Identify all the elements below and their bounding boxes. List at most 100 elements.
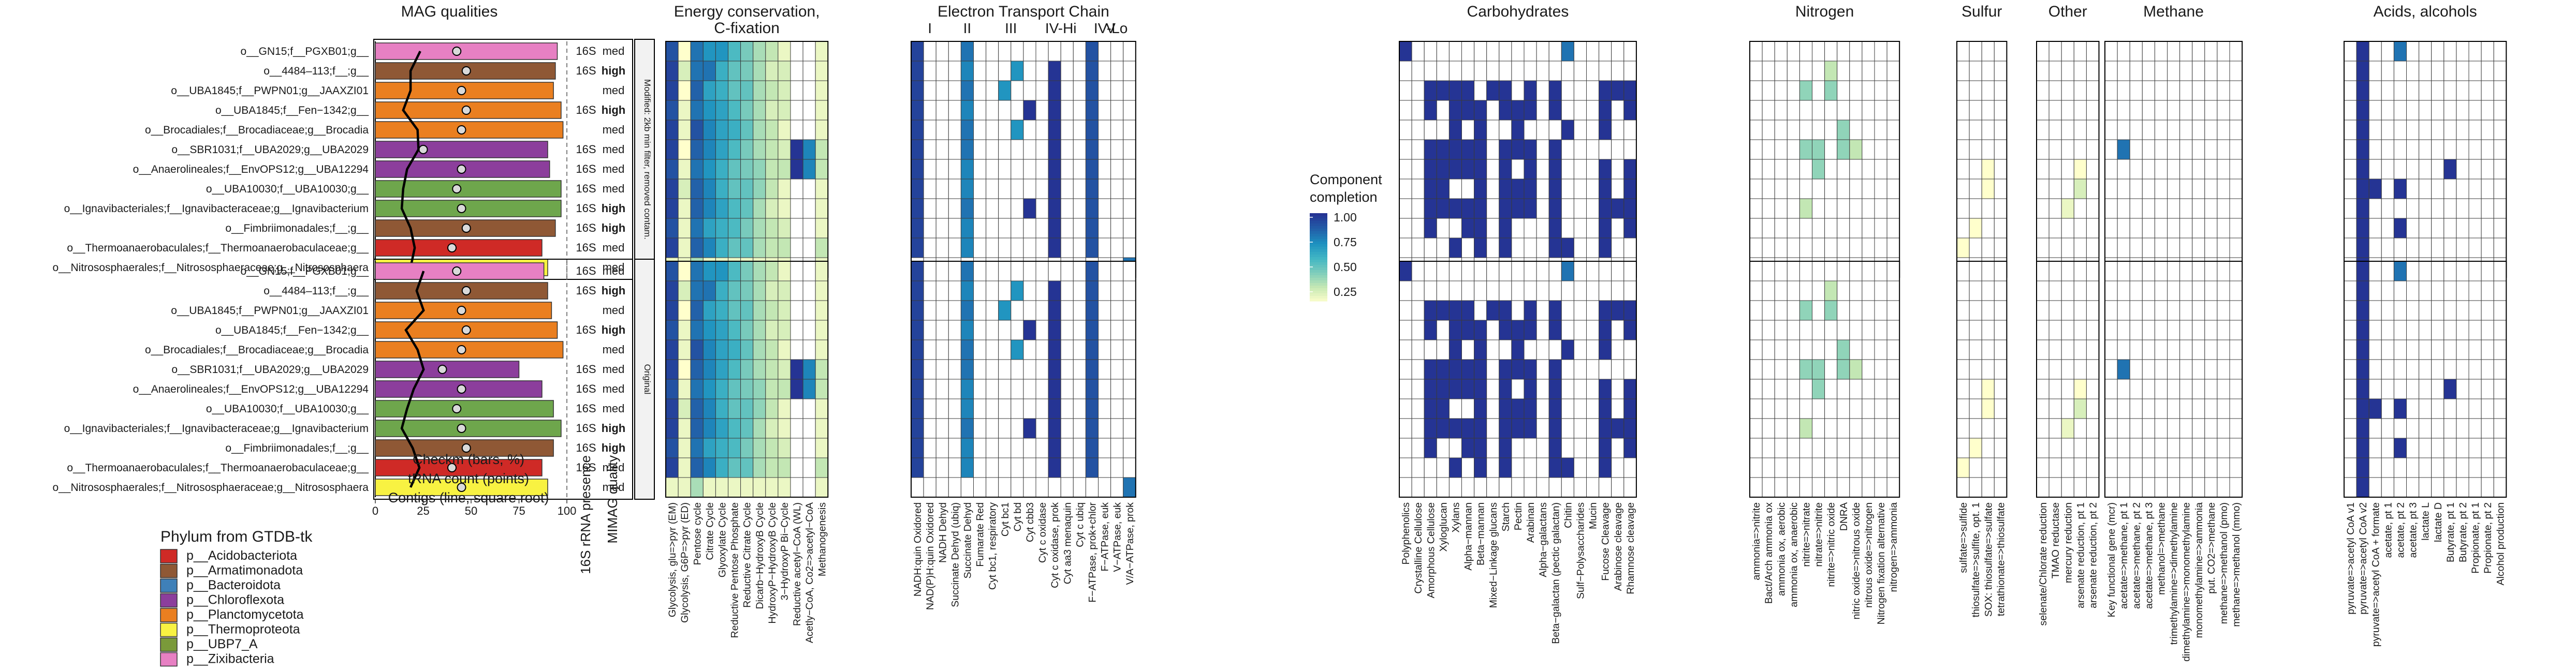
heatmap-cell: [2192, 178, 2205, 199]
heatmap-cell: [2129, 418, 2143, 439]
heatmap-cell: [1799, 418, 1812, 439]
mimag-quality-label: med: [603, 363, 625, 376]
heatmap-cell: [1623, 280, 1637, 301]
heatmap-cell: [1787, 139, 1800, 160]
column-label: Xyloglucan: [1438, 502, 1449, 551]
heatmap-cell: [1956, 120, 1970, 140]
heatmap-cell: [2381, 80, 2394, 101]
mimag-column-label: MIMAG quality: [605, 455, 620, 544]
heatmap-cell: [1799, 261, 1812, 281]
heatmap-cell: [1994, 339, 2007, 360]
colorbar-segment: [1310, 270, 1327, 273]
heatmap-cell: [802, 159, 816, 180]
column-label: acetate, pt 2: [2395, 502, 2406, 558]
heatmap-cell: [1787, 398, 1800, 419]
column-label: Propionate, pt 1: [2470, 502, 2481, 574]
heatmap-cell: [2048, 320, 2062, 340]
heatmap-cell: [1824, 218, 1838, 238]
checkm-bar: [375, 42, 558, 60]
trna-point: [452, 404, 462, 413]
heatmap-cell: [998, 178, 1012, 199]
heatmap-cell: [815, 80, 828, 101]
heatmap-cell: [1561, 339, 1574, 360]
heatmap-cell: [935, 237, 949, 258]
heatmap-cell: [2406, 398, 2420, 419]
heatmap-cell: [1849, 280, 1863, 301]
heatmap-cell: [1048, 120, 1061, 140]
panel-title: Acids, alcohols: [2374, 3, 2477, 20]
qualities-x-tick-label: 25: [417, 504, 429, 517]
heatmap-cell: [2468, 218, 2482, 238]
heatmap-cell: [1573, 237, 1587, 258]
column-label: dimethylamine=>monomethylamine: [2181, 502, 2192, 662]
heatmap-cell: [1424, 379, 1437, 399]
heatmap-cell: [2443, 61, 2457, 81]
heatmap-cell: [960, 300, 974, 321]
heatmap-cell: [1436, 178, 1450, 199]
heatmap-cell: [1994, 139, 2007, 160]
heatmap-cell: [2204, 80, 2218, 101]
heatmap-cell: [665, 438, 679, 458]
heatmap-cell: [1812, 61, 1825, 81]
heatmap-cell: [1399, 120, 1412, 140]
heatmap-cell: [2048, 120, 2062, 140]
heatmap-cell: [2493, 237, 2507, 258]
heatmap-cell: [2036, 379, 2050, 399]
heatmap-cell: [1436, 237, 1450, 258]
heatmap-cell: [1110, 438, 1124, 458]
heatmap-cell: [2142, 280, 2155, 301]
heatmap-cell: [2204, 438, 2218, 458]
checkm-bar: [375, 380, 543, 398]
rrna-presence-label: 16S: [576, 441, 596, 454]
heatmap-cell: [728, 280, 741, 301]
heatmap-cell: [765, 457, 779, 478]
heatmap-cell: [2393, 339, 2407, 360]
heatmap-cell: [960, 398, 974, 419]
heatmap-cell: [2086, 139, 2099, 160]
heatmap-cell: [1499, 61, 1512, 81]
heatmap-cell: [2192, 418, 2205, 439]
heatmap-cell: [1023, 237, 1036, 258]
column-label: SOX: thiosulfate=>sulfate: [1983, 502, 1994, 617]
heatmap-cell: [2368, 198, 2382, 219]
heatmap-cell: [1461, 300, 1475, 321]
heatmap-cell: [1623, 178, 1637, 199]
heatmap-cell: [1448, 300, 1462, 321]
heatmap-cell: [2179, 139, 2193, 160]
heatmap-cell: [2061, 418, 2074, 439]
heatmap-cell: [1048, 61, 1061, 81]
heatmap-cell: [1073, 280, 1086, 301]
heatmap-cell: [1573, 100, 1587, 121]
heatmap-cell: [2431, 237, 2445, 258]
heatmap-cell: [2229, 438, 2243, 458]
heatmap-cell: [1399, 300, 1412, 321]
contigs-line: [400, 271, 425, 488]
heatmap-cell: [1436, 320, 1450, 340]
heatmap-cell: [1461, 320, 1475, 340]
heatmap-cell: [1573, 300, 1587, 321]
heatmap-cell: [1098, 418, 1111, 439]
heatmap-cell: [1035, 198, 1049, 219]
heatmap-cell: [2048, 178, 2062, 199]
heatmap-cell: [1849, 198, 1863, 219]
heatmap-cell: [2061, 218, 2074, 238]
heatmap-cell: [1424, 398, 1437, 419]
heatmap-cell: [1499, 379, 1512, 399]
heatmap-cell: [1085, 418, 1099, 439]
heatmap-cell: [778, 438, 791, 458]
heatmap-cell: [1486, 418, 1500, 439]
column-label: sulfate=>sulfide: [1958, 502, 1969, 573]
heatmap-cell: [715, 159, 729, 180]
heatmap-cell: [2468, 477, 2482, 498]
colorbar-segment: [1310, 216, 1327, 219]
heatmap-cell: [1799, 139, 1812, 160]
heatmap-cell: [2481, 359, 2494, 380]
heatmap-cell: [678, 41, 691, 62]
heatmap-cell: [2117, 477, 2130, 498]
heatmap-cell: [1110, 379, 1124, 399]
heatmap-cell: [2142, 61, 2155, 81]
heatmap-cell: [1837, 438, 1850, 458]
heatmap-cell: [1849, 457, 1863, 478]
heatmap-cell: [1048, 159, 1061, 180]
heatmap-cell: [1524, 300, 1537, 321]
